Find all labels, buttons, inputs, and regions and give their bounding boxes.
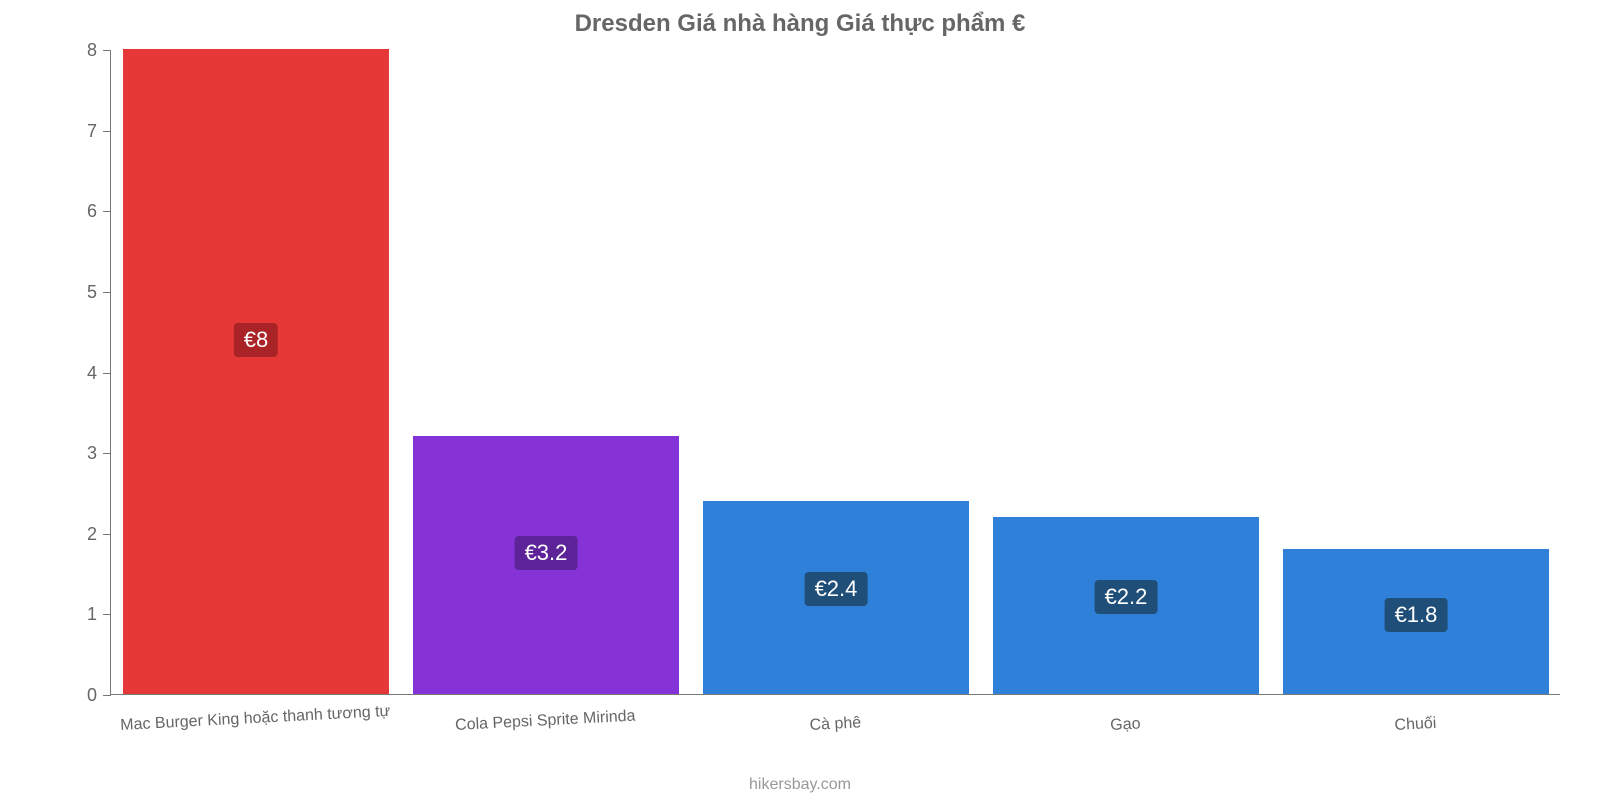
bar-value-label: €1.8 <box>1385 598 1448 632</box>
chart-title: Dresden Giá nhà hàng Giá thực phẩm € <box>0 10 1600 38</box>
y-tick-mark <box>103 211 111 212</box>
y-tick-mark <box>103 50 111 51</box>
y-tick-mark <box>103 373 111 374</box>
x-category-label: Mac Burger King hoặc thanh tương tự <box>120 703 391 735</box>
y-tick-label: 0 <box>87 685 97 706</box>
bar-value-label: €8 <box>234 323 278 357</box>
y-tick-label: 5 <box>87 282 97 303</box>
bar-slot: €1.8 <box>1271 50 1561 694</box>
bar-slot: €2.4 <box>691 50 981 694</box>
y-tick-label: 2 <box>87 524 97 545</box>
bar-slot: €2.2 <box>981 50 1271 694</box>
x-category-label: Cola Pepsi Sprite Mirinda <box>455 708 636 735</box>
y-tick-mark <box>103 131 111 132</box>
plot-area: €8€3.2€2.4€2.2€1.8 012345678 <box>110 50 1560 695</box>
bar: €2.4 <box>703 501 970 695</box>
y-tick-label: 4 <box>87 363 97 384</box>
bars-layer: €8 €3.2 €2.4 €2.2 €1.8 <box>111 50 1560 694</box>
bar-slot: €3.2 <box>401 50 691 694</box>
bar: €2.2 <box>993 517 1260 694</box>
bar: €3.2 <box>413 436 680 694</box>
bar-value-label: €2.2 <box>1095 580 1158 614</box>
bar-value-label: €3.2 <box>515 536 578 570</box>
y-tick-mark <box>103 534 111 535</box>
y-tick-label: 8 <box>87 40 97 61</box>
y-tick-label: 1 <box>87 604 97 625</box>
x-category-label: Chuối <box>1394 715 1437 735</box>
credit-text: hikersbay.com <box>0 776 1600 794</box>
x-category-label: Cà phê <box>809 714 861 735</box>
bar: €1.8 <box>1283 549 1550 694</box>
bar-value-label: €2.4 <box>805 572 868 606</box>
y-tick-label: 7 <box>87 121 97 142</box>
bar-slot: €8 <box>111 50 401 694</box>
x-category-label: Gạo <box>1110 715 1141 735</box>
y-tick-mark <box>103 695 111 696</box>
y-tick-label: 3 <box>87 443 97 464</box>
y-tick-mark <box>103 614 111 615</box>
y-tick-label: 6 <box>87 201 97 222</box>
bar: €8 <box>123 49 390 694</box>
y-tick-mark <box>103 453 111 454</box>
chart-container: Dresden Giá nhà hàng Giá thực phẩm € €8€… <box>0 0 1600 800</box>
y-tick-mark <box>103 292 111 293</box>
